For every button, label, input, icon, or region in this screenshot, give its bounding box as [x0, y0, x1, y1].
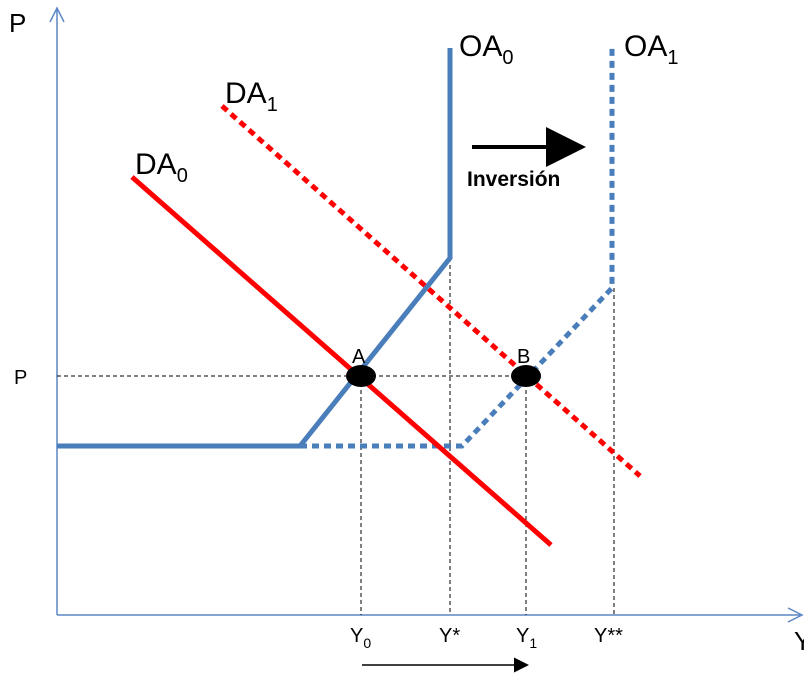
point-label-b: B: [517, 346, 530, 368]
x-tick-y1: Y1: [516, 625, 537, 651]
supply-curve-oa1: [300, 48, 615, 449]
supply-curve-oa0: [57, 48, 453, 449]
y-axis-title: P: [9, 8, 26, 38]
y-tick-p: P: [14, 367, 27, 389]
point-label-a: A: [352, 346, 366, 368]
demand-curve-da1: [220, 104, 642, 478]
label-oa0: OA0: [459, 30, 513, 69]
demand-curve-da0: [130, 175, 553, 547]
x-axis-arrow-icon: [787, 607, 804, 623]
label-oa1: OA1: [624, 30, 678, 69]
x-tick-ystar: Y*: [439, 625, 460, 647]
equilibrium-point-a: [346, 365, 376, 387]
x-axis-title: Y: [794, 626, 804, 656]
x-tick-ystarstar: Y**: [594, 625, 623, 647]
label-da0: DA0: [135, 148, 188, 187]
investment-label: Inversión: [467, 168, 560, 191]
y-axis-arrow-icon: [49, 6, 65, 23]
x-tick-y0: Y0: [350, 625, 371, 651]
label-da1: DA1: [225, 77, 278, 116]
equilibrium-point-b: [511, 365, 541, 387]
